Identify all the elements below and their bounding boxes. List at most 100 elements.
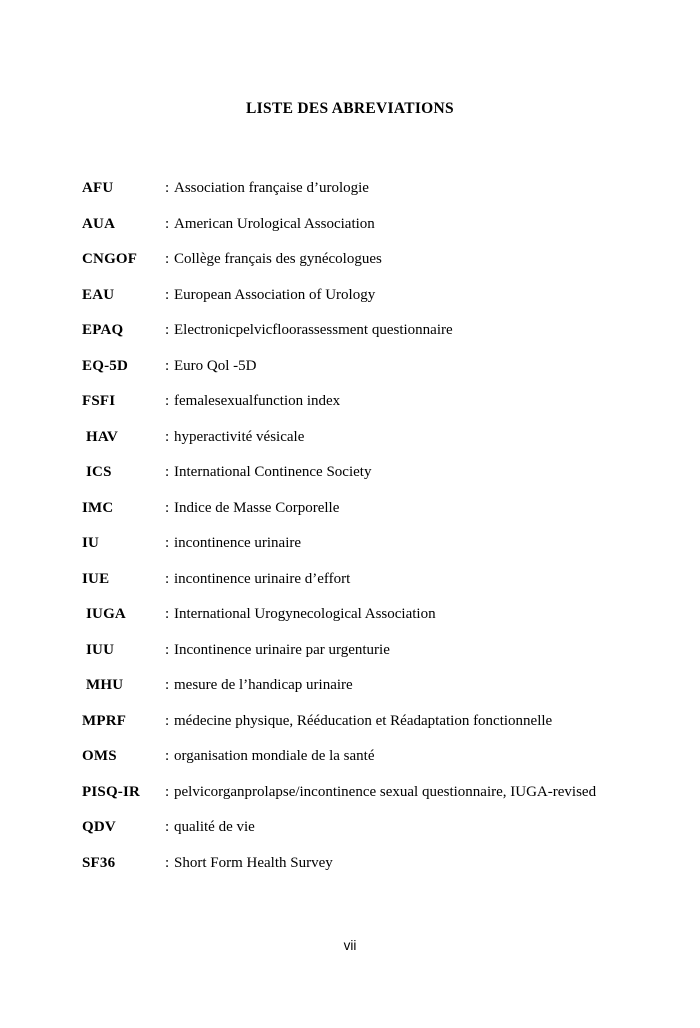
abbreviation-definition: : Short Form Health Survey [165,846,333,882]
abbreviation-definition-text: European Association of Urology [174,286,376,303]
abbreviation-definition-text: médecine physique, Rééducation et Réadap… [174,712,553,729]
abbreviation-definition: : femalesexualfunction index [165,384,340,420]
abbreviation-separator: : [165,712,170,729]
abbreviation-term: PISQ-IR [82,783,141,800]
abbreviation-term: ICS [86,464,112,480]
abbreviation-separator: : [165,251,170,267]
abbreviation-definition: : qualité de vie [165,810,255,846]
abbreviation-definition-text: International Continence Society [174,464,372,480]
abbreviation-term: IUGA [86,606,126,622]
abbreviation-row: OMS: organisation mondiale de la santé [0,739,700,775]
abbreviation-definition-text: incontinence urinaire d’effort [174,570,351,587]
abbreviation-term: IMC [82,499,114,516]
abbreviation-definition-text: incontinence urinaire [174,535,302,551]
abbreviation-definition: : organisation mondiale de la santé [165,739,375,775]
abbreviation-definition-text: Indice de Masse Corporelle [174,499,340,516]
abbreviation-row: IMC: Indice de Masse Corporelle [0,491,700,527]
abbreviation-term: IUU [86,641,115,658]
abbreviation-definition-text: hyperactivité vésicale [174,428,305,445]
abbreviation-row: SF36: Short Form Health Survey [0,846,700,882]
abbreviation-definition-text: qualité de vie [174,819,255,835]
abbreviation-definition: : médecine physique, Rééducation et Réada… [165,704,552,740]
abbreviation-term: MPRF [82,712,127,729]
abbreviations-list: AFU: Association française d’urologie AUA:… [0,171,700,881]
abbreviation-row: FSFI: femalesexualfunction index [0,384,700,420]
abbreviation-row: QDV: qualité de vie [0,810,700,846]
abbreviation-separator: : [165,464,170,480]
abbreviation-definition: : European Association of Urology [165,278,375,314]
abbreviation-row: IUU: Incontinence urinaire par urgenturie [0,633,700,669]
abbreviation-definition: : incontinence urinaire d’effort [165,562,350,598]
abbreviation-definition-text: Association française d’urologie [174,180,369,196]
abbreviation-definition-text: Collège français des gynécologues [174,251,382,267]
abbreviation-separator: : [165,499,170,516]
abbreviation-term: IUE [82,570,110,587]
abbreviation-row: HAV: hyperactivité vésicale [0,420,700,456]
abbreviation-row: MPRF: médecine physique, Rééducation et R… [0,704,700,740]
abbreviation-row: MHU : mesure de l’handicap urinaire [0,668,700,704]
abbreviation-definition-text: International Urogynecological Associati… [174,606,436,622]
abbreviation-row: EQ-5D: Euro Qol -5D [0,349,700,385]
abbreviation-term: FSFI [82,393,116,409]
abbreviation-separator: : [165,748,170,764]
abbreviation-term: AUA [82,215,116,232]
abbreviation-term: IU [82,535,100,551]
abbreviation-definition: : American Urological Association [165,207,375,243]
abbreviation-separator: : [165,357,170,374]
abbreviation-term: AFU [82,180,114,196]
abbreviation-definition: : hyperactivité vésicale [165,420,304,456]
abbreviation-term: SF36 [82,854,116,871]
abbreviation-definition-text: organisation mondiale de la santé [174,748,375,764]
abbreviation-term: MHU [86,677,124,693]
page-title: LISTE DES ABREVIATIONS [246,100,454,117]
abbreviation-definition: : Euro Qol -5D [165,349,257,385]
abbreviation-term: CNGOF [82,251,138,267]
abbreviation-row: IUE: incontinence urinaire d’effort [0,562,700,598]
abbreviation-term: HAV [86,428,118,445]
abbreviation-separator: : [165,677,170,693]
abbreviation-term: EQ-5D [82,357,128,374]
abbreviation-row: IU: incontinence urinaire [0,526,700,562]
abbreviation-separator: : [165,215,170,232]
abbreviation-row: CNGOF: Collège français des gynécologues [0,242,700,278]
abbreviation-definition-text: pelvicorganprolapse/incontinence sexual … [174,783,597,800]
abbreviation-definition: : Collège français des gynécologues [165,242,382,278]
abbreviation-separator: : [165,606,170,622]
abbreviation-row: AFU: Association française d’urologie [0,171,700,207]
abbreviation-definition: : Association française d’urologie [165,171,369,207]
abbreviation-separator: : [165,783,170,800]
abbreviation-definition-text: femalesexualfunction index [174,393,341,409]
abbreviation-definition: : mesure de l’handicap urinaire [165,668,353,704]
abbreviation-definition: : incontinence urinaire [165,526,301,562]
abbreviation-definition: : International Continence Society [165,455,371,491]
abbreviation-definition: : pelvicorganprolapse/incontinence sexual… [165,775,596,811]
abbreviation-definition-text: Short Form Health Survey [174,854,333,871]
abbreviation-definition-text: Electronicpelvicfloorassessment question… [174,322,453,338]
abbreviation-separator: : [165,180,170,196]
abbreviation-definition: : Electronicpelvicfloorassessment questio… [165,313,453,349]
abbreviation-term: EPAQ [82,322,124,338]
abbreviation-row: IUGA: International Urogynecological Asso… [0,597,700,633]
abbreviation-definition-text: Incontinence urinaire par urgenturie [174,641,390,658]
abbreviation-term: OMS [82,748,117,764]
page-number: vii [343,938,357,953]
abbreviation-term: QDV [82,819,116,835]
abbreviation-separator: : [165,819,170,835]
abbreviation-definition-text: American Urological Association [174,215,375,232]
abbreviation-separator: : [165,535,170,551]
abbreviation-separator: : [165,570,170,587]
abbreviation-definition: : Incontinence urinaire par urgenturie [165,633,390,669]
abbreviation-separator: : [165,428,170,445]
abbreviation-definition: : International Urogynecological Associat… [165,597,436,633]
abbreviation-row: AUA: American Urological Association [0,207,700,243]
abbreviation-definition: : Indice de Masse Corporelle [165,491,339,527]
abbreviation-separator: : [165,393,170,409]
abbreviation-row: EPAQ: Electronicpelvicfloorassessment que… [0,313,700,349]
abbreviation-term: EAU [82,286,115,303]
abbreviation-separator: : [165,286,170,303]
abbreviation-separator: : [165,322,170,338]
abbreviation-definition-text: Euro Qol -5D [174,357,257,374]
abbreviation-separator: : [165,854,170,871]
abbreviation-separator: : [165,641,170,658]
